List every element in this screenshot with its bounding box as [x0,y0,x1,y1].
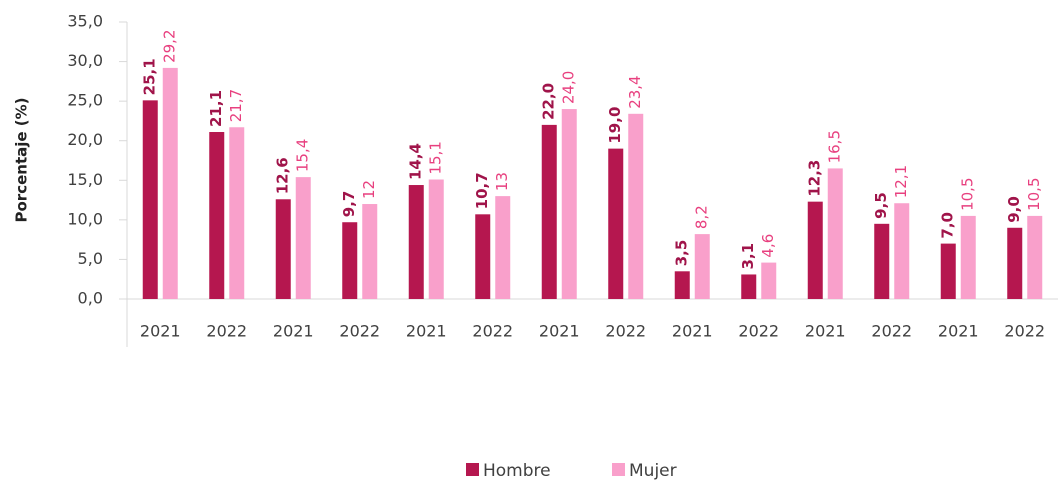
x-tick-label: 2021 [672,322,713,341]
value-label: 9,7 [340,191,358,218]
value-label: 19,0 [606,107,624,144]
legend-label: Mujer [629,461,677,481]
bar [362,204,378,299]
x-tick-label: 2021 [938,322,979,341]
value-label: 3,5 [673,240,691,267]
x-tick-label: 2022 [738,322,779,341]
bar [761,262,777,299]
bar [295,177,311,299]
x-tick-label: 2021 [140,322,181,341]
value-label: 12,3 [806,160,824,197]
bar [1027,215,1043,299]
x-tick-label: 2021 [406,322,447,341]
value-label: 15,4 [294,139,312,172]
legend-label: Hombre [483,461,551,481]
value-label: 10,5 [959,177,977,210]
bar [541,124,557,299]
bar [807,201,823,299]
value-label: 10,7 [473,172,491,209]
value-label: 21,1 [207,90,225,127]
bar [940,243,956,299]
value-label: 21,7 [227,89,245,122]
x-tick-label: 2022 [472,322,513,341]
legend-swatch [612,463,625,476]
value-label: 24,0 [560,71,578,104]
bar [428,179,444,299]
value-label: 12,1 [892,165,910,198]
value-label: 12 [360,180,378,199]
x-tick-label: 2022 [206,322,247,341]
bar [342,222,358,299]
bar [960,215,976,299]
value-label: 12,6 [274,157,292,194]
bar [674,271,690,299]
value-label: 22,0 [540,83,558,120]
bar [475,214,491,299]
value-label: 15,1 [427,141,445,174]
x-tick-label: 2022 [1004,322,1045,341]
bar [408,185,424,299]
bar [162,67,178,299]
value-label: 13 [493,172,511,191]
value-label: 4,6 [759,234,777,258]
x-tick-label: 2022 [339,322,380,341]
y-tick-label: 25,0 [67,91,103,110]
value-label: 23,4 [626,75,644,108]
bar [827,168,843,299]
value-label: 9,5 [872,192,890,219]
legend-swatch [466,463,479,476]
y-tick-label: 15,0 [67,170,103,189]
bar [894,203,910,299]
y-tick-label: 5,0 [78,249,103,268]
x-tick-label: 2021 [539,322,580,341]
bar [229,127,245,299]
bar [495,196,511,299]
bar [694,234,710,299]
y-tick-label: 35,0 [67,12,103,31]
bar [1007,227,1023,299]
value-label: 14,4 [407,143,425,180]
x-tick-label: 2022 [605,322,646,341]
x-tick-label: 2022 [871,322,912,341]
value-label: 25,1 [141,58,159,95]
value-label: 16,5 [826,130,844,163]
value-label: 7,0 [939,212,957,239]
x-tick-label: 2021 [273,322,314,341]
bar [561,109,577,299]
bar [209,132,225,299]
y-tick-label: 0,0 [78,289,103,308]
value-label: 8,2 [693,205,711,229]
y-axis-label: Porcentaje (%) [13,97,31,222]
y-tick-label: 10,0 [67,209,103,228]
value-label: 10,5 [1025,177,1043,210]
value-label: 9,0 [1005,196,1023,223]
bar [628,113,644,299]
bar [608,148,624,299]
bar [275,199,291,299]
bar [874,223,890,299]
bar [142,100,158,299]
value-label: 3,1 [739,243,757,270]
y-tick-label: 20,0 [67,130,103,149]
x-tick-label: 2021 [805,322,846,341]
value-label: 29,2 [161,29,179,62]
y-tick-label: 30,0 [67,51,103,70]
bar [741,274,757,299]
